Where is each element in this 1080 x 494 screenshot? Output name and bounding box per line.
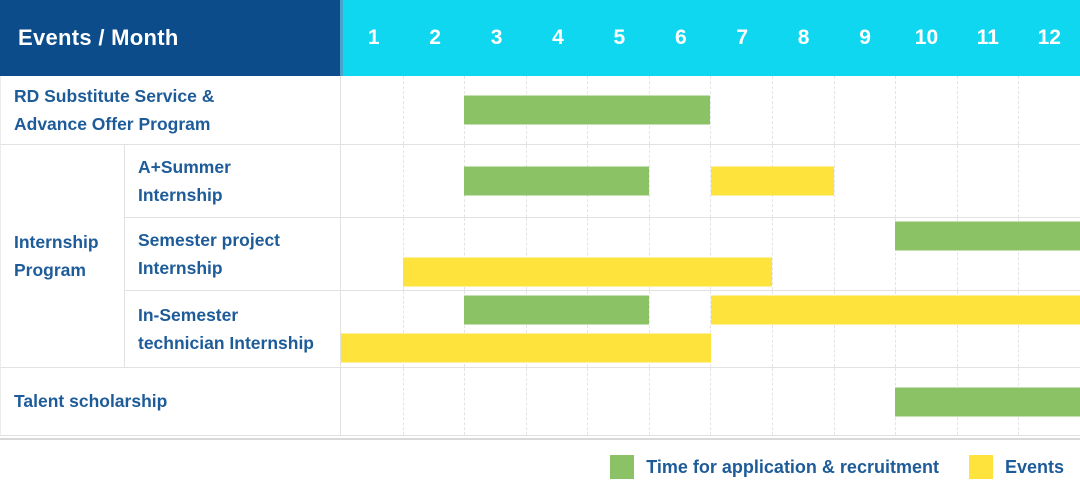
month-label: 2	[429, 26, 441, 49]
month-label: 10	[914, 26, 939, 49]
header-title: Events / Month	[18, 25, 179, 50]
row-label-text: In-Semester technician Internship	[138, 304, 314, 353]
month-label: 9	[859, 26, 871, 49]
legend-swatch-yellow	[968, 455, 993, 479]
gantt-row-a-summer-internship	[340, 145, 1080, 218]
gantt-table: Events / Month 1 2 3 4 5 6 7 8 9 10 11 12 RD Substi…	[0, 0, 1080, 440]
gantt-bar-green	[895, 387, 1080, 416]
gantt-bar-yellow	[341, 333, 711, 363]
month-label: 7	[736, 26, 749, 49]
gantt-lane	[341, 291, 1080, 329]
month-label: 8	[797, 26, 810, 49]
group-label-text: Internship Program	[14, 231, 99, 280]
gantt-lane	[341, 76, 1080, 144]
gantt-bar-yellow	[710, 295, 1080, 325]
legend-label: Time for application & recruitment	[646, 456, 939, 477]
row-label-text: Talent scholarship	[14, 391, 168, 412]
legend-item-yellow: Events	[968, 455, 1064, 479]
legend-swatch-green	[610, 455, 635, 479]
row-label-rd-substitute: RD Substitute Service & Advance Offer Pr…	[0, 76, 340, 145]
row-label-text: RD Substitute Service & Advance Offer Pr…	[14, 85, 215, 134]
legend-label: Events	[1004, 456, 1064, 477]
month-header-row: 1 2 3 4 5 6 7 8 9 10 11 12	[340, 0, 1080, 76]
gantt-row-in-semester-technician	[340, 291, 1080, 368]
gantt-lane	[341, 218, 1080, 254]
row-label-talent-scholarship: Talent scholarship	[0, 368, 340, 436]
gantt-row-semester-project	[340, 218, 1080, 291]
gantt-bar-green	[895, 221, 1080, 251]
group-label-internship-program: Internship Program	[0, 145, 124, 368]
month-label: 4	[552, 26, 564, 49]
table-header-events-month: Events / Month	[0, 0, 340, 76]
gantt-lane	[341, 145, 1080, 217]
month-label: 5	[613, 26, 626, 49]
month-label: 3	[490, 26, 503, 49]
legend-item-green: Time for application & recruitment	[610, 455, 939, 479]
gantt-row-talent-scholarship	[340, 368, 1080, 436]
month-label: 6	[674, 26, 687, 49]
gantt-bar-green	[464, 166, 649, 196]
gantt-bar-green	[464, 295, 649, 325]
gantt-lane	[341, 254, 1080, 290]
row-label-a-summer-internship: A+Summer Internship	[124, 145, 340, 218]
month-label: 12	[1037, 26, 1061, 49]
month-label: 11	[976, 26, 999, 49]
legend: Time for application & recruitment Events	[610, 452, 1064, 482]
row-label-in-semester-technician: In-Semester technician Internship	[124, 291, 340, 368]
month-label: 1	[367, 26, 380, 49]
gantt-lane	[341, 368, 1080, 435]
gantt-row-rd-substitute	[340, 76, 1080, 145]
gantt-bar-yellow	[710, 166, 834, 196]
gantt-bar-green	[464, 95, 711, 125]
row-label-text: A+Summer Internship	[138, 156, 231, 205]
gantt-bar-yellow	[402, 257, 773, 287]
row-label-semester-project: Semester project Internship	[124, 218, 340, 291]
row-label-text: Semester project Internship	[138, 229, 281, 278]
gantt-lane	[341, 329, 1080, 367]
